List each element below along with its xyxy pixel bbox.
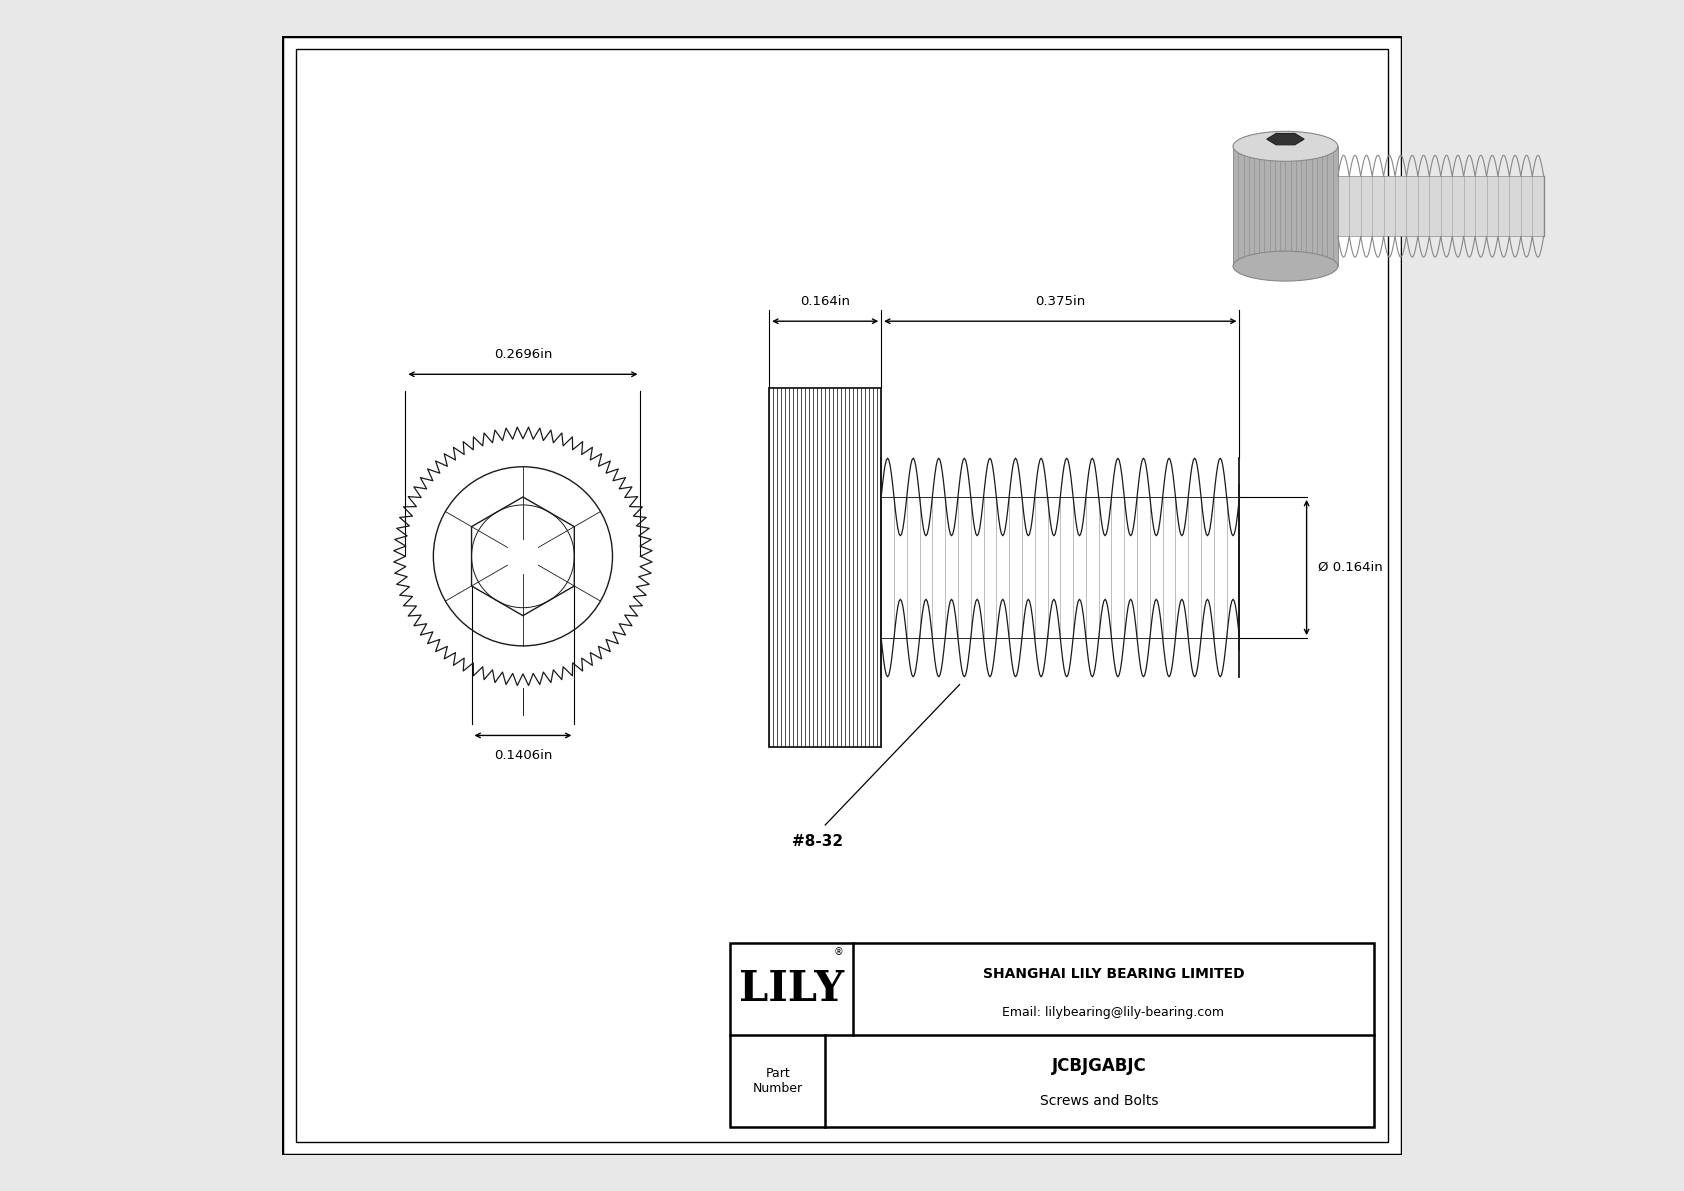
Polygon shape [1266, 133, 1303, 145]
Ellipse shape [1233, 251, 1337, 281]
Text: 0.375in: 0.375in [1036, 295, 1086, 307]
Bar [1337, 176, 1544, 236]
Text: LILY: LILY [739, 968, 844, 1010]
Text: Ø 0.164in: Ø 0.164in [1319, 561, 1383, 574]
Text: ®: ® [834, 947, 844, 956]
Text: SHANGHAI LILY BEARING LIMITED: SHANGHAI LILY BEARING LIMITED [983, 967, 1244, 981]
Text: JCBJGABJC: JCBJGABJC [1052, 1058, 1147, 1075]
Bar [731, 942, 1374, 1127]
Bar [881, 497, 1239, 638]
Text: 0.1406in: 0.1406in [493, 749, 552, 762]
Bar [1233, 146, 1337, 266]
Bar [770, 388, 881, 747]
Ellipse shape [1233, 131, 1337, 161]
Text: Screws and Bolts: Screws and Bolts [1041, 1095, 1159, 1109]
Text: 0.164in: 0.164in [800, 295, 850, 307]
Text: #8-32: #8-32 [791, 835, 842, 849]
Text: Part
Number: Part Number [753, 1067, 803, 1095]
Text: Email: lilybearing@lily-bearing.com: Email: lilybearing@lily-bearing.com [1002, 1006, 1224, 1019]
Text: 0.2696in: 0.2696in [493, 348, 552, 361]
